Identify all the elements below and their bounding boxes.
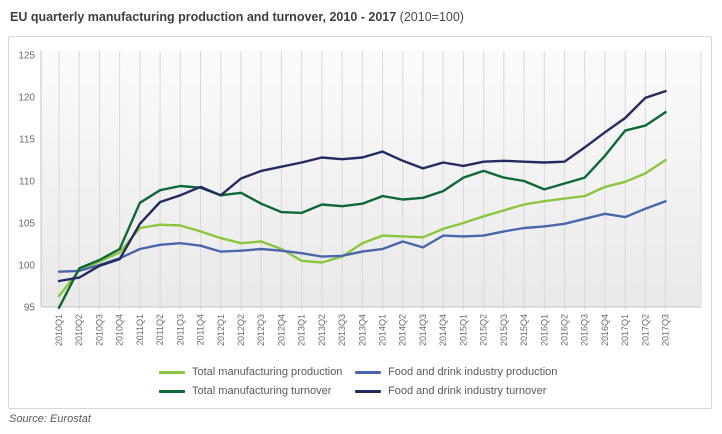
- series-lines: [57, 89, 667, 309]
- x-tick-label: 2014Q3: [418, 314, 428, 346]
- x-tick-label: 2014Q4: [438, 314, 448, 346]
- x-tick-label: 2013Q1: [297, 314, 307, 346]
- x-tick-label: 2013Q2: [317, 314, 327, 346]
- legend-line-swatch: [159, 389, 185, 393]
- x-tick-label: 2015Q1: [458, 314, 468, 346]
- x-tick-label: 2011Q3: [175, 314, 185, 345]
- x-tick-label: 2013Q4: [357, 314, 367, 346]
- x-tick-label: 2011Q4: [196, 314, 206, 345]
- chart-title-suffix: (2010=100): [396, 10, 464, 24]
- y-tick-label: 100: [18, 261, 35, 272]
- legend-item: Food and drink industry production: [355, 366, 557, 378]
- series-line: [57, 158, 667, 298]
- x-tick-label: 2015Q3: [499, 314, 509, 346]
- legend-item: Total manufacturing turnover: [159, 385, 355, 397]
- x-tick-label: 2014Q1: [378, 314, 388, 346]
- x-tick-label: 2010Q4: [115, 314, 125, 346]
- x-tick-label: 2016Q2: [560, 314, 570, 346]
- legend-label: Food and drink industry turnover: [388, 385, 547, 397]
- x-tick-label: 2016Q3: [580, 314, 590, 346]
- y-tick-label: 110: [19, 177, 35, 188]
- x-tick-label: 2017Q3: [661, 314, 671, 346]
- x-tick-label: 2015Q2: [479, 314, 489, 346]
- y-axis-labels: 95 100 105 110 115 120 125: [18, 51, 35, 314]
- plot-background: [41, 51, 701, 307]
- x-tick-label: 2017Q2: [640, 314, 650, 346]
- gridlines: [58, 51, 667, 310]
- legend-item: Total manufacturing production: [159, 366, 355, 378]
- x-axis-labels: 2010Q1 2010Q2 2010Q3 2010Q4 2011Q1 2011Q2 2011…: [54, 314, 671, 346]
- chart-legend: Total manufacturing production Food and d…: [159, 366, 557, 397]
- x-tick-label: 2011Q2: [155, 314, 165, 345]
- x-tick-label: 2012Q2: [236, 314, 246, 346]
- series-line: [57, 89, 667, 283]
- x-tick-label: 2012Q3: [256, 314, 266, 346]
- legend-item: Food and drink industry turnover: [355, 385, 557, 397]
- chart-container: 95 100 105 110 115 120 125 2010Q1 2010Q2 2010Q3 2…: [8, 36, 712, 409]
- legend-label: Total manufacturing production: [192, 366, 343, 378]
- x-tick-label: 2010Q2: [74, 314, 84, 346]
- x-tick-label: 2013Q3: [337, 314, 347, 346]
- axes: [40, 51, 702, 308]
- series-line: [57, 110, 667, 309]
- chart-title: EU quarterly manufacturing production an…: [10, 10, 464, 24]
- series-line: [57, 199, 667, 273]
- x-tick-label: 2011Q1: [135, 314, 145, 345]
- x-tick-label: 2017Q1: [620, 314, 630, 346]
- x-tick-label: 2016Q4: [600, 314, 610, 346]
- legend-line-swatch: [355, 370, 381, 374]
- y-tick-label: 125: [18, 51, 35, 62]
- chart-title-main: EU quarterly manufacturing production an…: [10, 10, 397, 24]
- y-tick-label: 120: [18, 93, 35, 104]
- x-tick-label: 2010Q3: [94, 314, 104, 346]
- legend-label: Total manufacturing turnover: [192, 385, 332, 397]
- x-tick-label: 2015Q4: [519, 314, 529, 346]
- source-note: Source: Eurostat: [9, 413, 91, 425]
- x-tick-label: 2010Q1: [54, 314, 64, 346]
- y-tick-label: 115: [19, 135, 35, 146]
- x-tick-label: 2012Q4: [276, 314, 286, 346]
- y-tick-label: 95: [24, 303, 36, 314]
- x-tick-label: 2016Q1: [539, 314, 549, 346]
- x-tick-label: 2012Q1: [216, 314, 226, 346]
- x-tick-label: 2014Q2: [398, 314, 408, 346]
- y-tick-label: 105: [18, 219, 35, 230]
- legend-line-swatch: [159, 370, 185, 374]
- legend-line-swatch: [355, 389, 381, 393]
- legend-label: Food and drink industry production: [388, 366, 558, 378]
